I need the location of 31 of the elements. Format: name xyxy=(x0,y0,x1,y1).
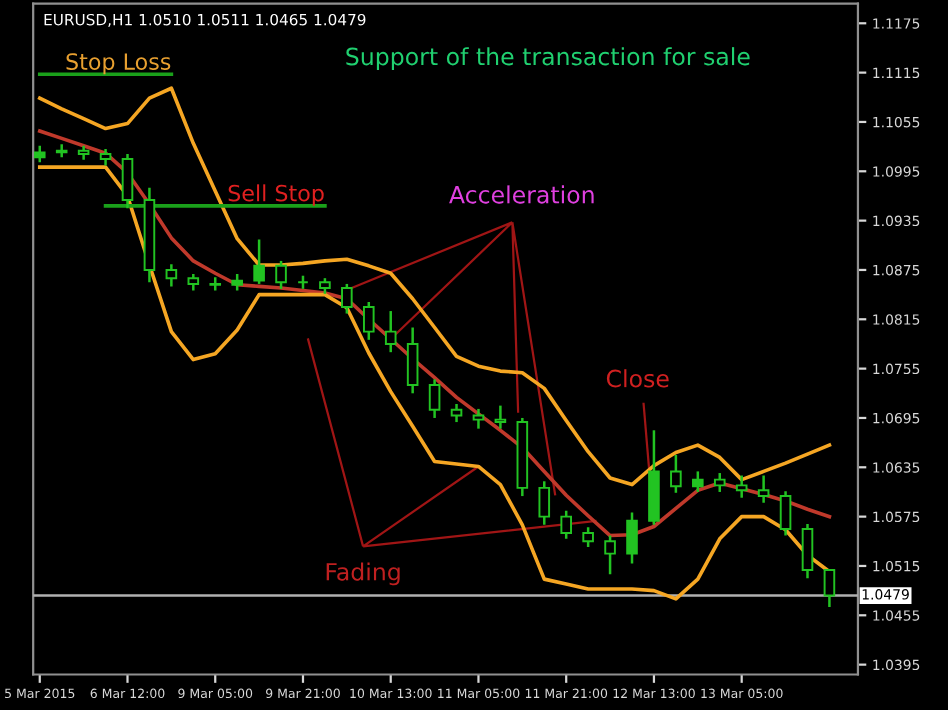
candlestick xyxy=(165,262,178,288)
candlestick xyxy=(801,522,814,580)
candlestick xyxy=(450,402,463,424)
candlestick xyxy=(560,509,572,541)
annotation: Acceleration xyxy=(449,185,594,204)
candlestick xyxy=(121,152,134,210)
candlestick xyxy=(604,534,616,576)
candlestick xyxy=(472,407,485,430)
candlestick xyxy=(713,471,726,494)
candlestick xyxy=(538,480,551,527)
candlestick xyxy=(670,453,682,495)
candlestick xyxy=(626,511,638,565)
annotation: Close xyxy=(606,369,669,388)
candlestick xyxy=(341,282,353,315)
line-series xyxy=(37,86,832,487)
candlestick xyxy=(779,489,792,537)
candlestick xyxy=(494,404,507,430)
series-label: Stop Loss xyxy=(66,53,171,75)
candlestick xyxy=(735,474,748,499)
candlestick xyxy=(275,259,287,291)
candlestick xyxy=(582,526,594,549)
candlestick xyxy=(406,326,419,395)
candlestick xyxy=(253,238,265,286)
candlestick xyxy=(823,568,836,609)
candlestick xyxy=(692,470,704,494)
annotation: Fading xyxy=(326,562,400,586)
candlestick xyxy=(362,300,375,342)
candlestick xyxy=(757,474,770,504)
series-label: Sell Stop xyxy=(228,184,324,206)
annotation: Support of the transaction for sale xyxy=(346,47,750,70)
candlestick xyxy=(428,378,441,420)
